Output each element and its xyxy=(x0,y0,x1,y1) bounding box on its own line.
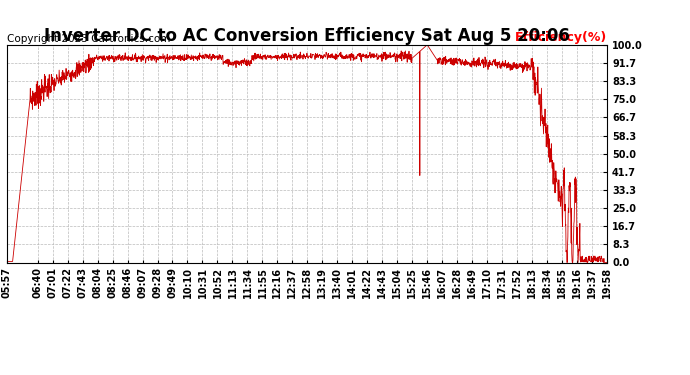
Text: Efficiency(%): Efficiency(%) xyxy=(515,31,607,44)
Title: Inverter DC to AC Conversion Efficiency Sat Aug 5 20:06: Inverter DC to AC Conversion Efficiency … xyxy=(44,27,570,45)
Text: Copyright 2023 Cartronics.com: Copyright 2023 Cartronics.com xyxy=(7,34,170,44)
